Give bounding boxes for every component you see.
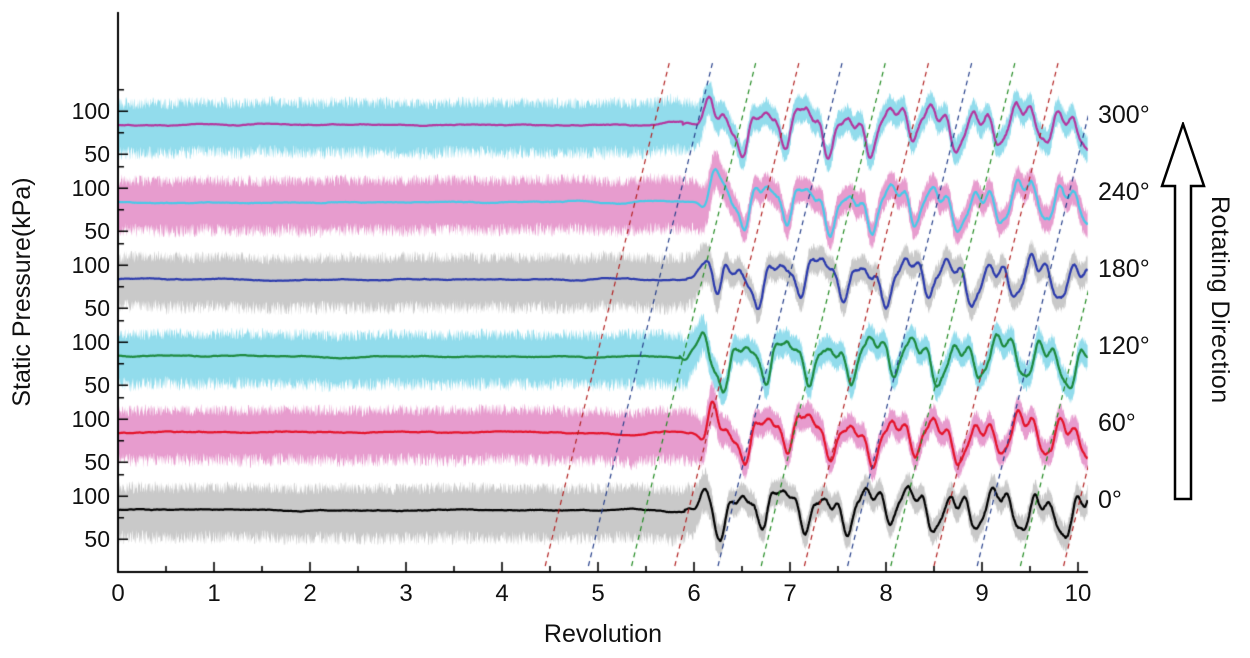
- y-tick-label-240-100: 100: [71, 175, 110, 202]
- x-tick-label-5: 5: [591, 580, 605, 607]
- x-tick-label-10: 10: [1064, 580, 1092, 607]
- y-tick-label-180-100: 100: [71, 252, 110, 279]
- y-tick-label-60-50: 50: [84, 449, 110, 476]
- x-tick-label-7: 7: [783, 580, 797, 607]
- rotating-direction-label: Rotating Direction: [1206, 196, 1234, 404]
- y-tick-label-0-100: 100: [71, 483, 110, 510]
- y-tick-label-300-100: 100: [71, 98, 110, 125]
- x-tick-label-8: 8: [879, 580, 893, 607]
- y-tick-label-120-100: 100: [71, 329, 110, 356]
- angle-label-0: 0°: [1098, 486, 1122, 514]
- angle-label-180: 180°: [1098, 255, 1150, 283]
- angle-label-120: 120°: [1098, 332, 1150, 360]
- x-tick-label-1: 1: [207, 580, 221, 607]
- angle-label-240: 240°: [1098, 178, 1150, 206]
- x-tick-label-6: 6: [687, 580, 701, 607]
- x-tick-label-9: 9: [975, 580, 989, 607]
- y-tick-label-300-50: 50: [84, 141, 110, 168]
- y-tick-label-240-50: 50: [84, 218, 110, 245]
- y-tick-label-180-50: 50: [84, 295, 110, 322]
- x-axis-title: Revolution: [543, 620, 663, 648]
- y-tick-label-0-50: 50: [84, 526, 110, 553]
- x-tick-label-2: 2: [303, 580, 317, 607]
- x-tick-label-4: 4: [495, 580, 509, 607]
- y-tick-label-60-100: 100: [71, 406, 110, 433]
- angle-label-300: 300°: [1098, 101, 1150, 129]
- y-tick-label-120-50: 50: [84, 372, 110, 399]
- rotating-direction-arrow-icon: [1160, 122, 1206, 501]
- x-tick-label-0: 0: [111, 580, 125, 607]
- y-axis-title: Static Pressure(kPa): [8, 177, 36, 407]
- x-tick-label-3: 3: [399, 580, 413, 607]
- angle-label-60: 60°: [1098, 409, 1136, 437]
